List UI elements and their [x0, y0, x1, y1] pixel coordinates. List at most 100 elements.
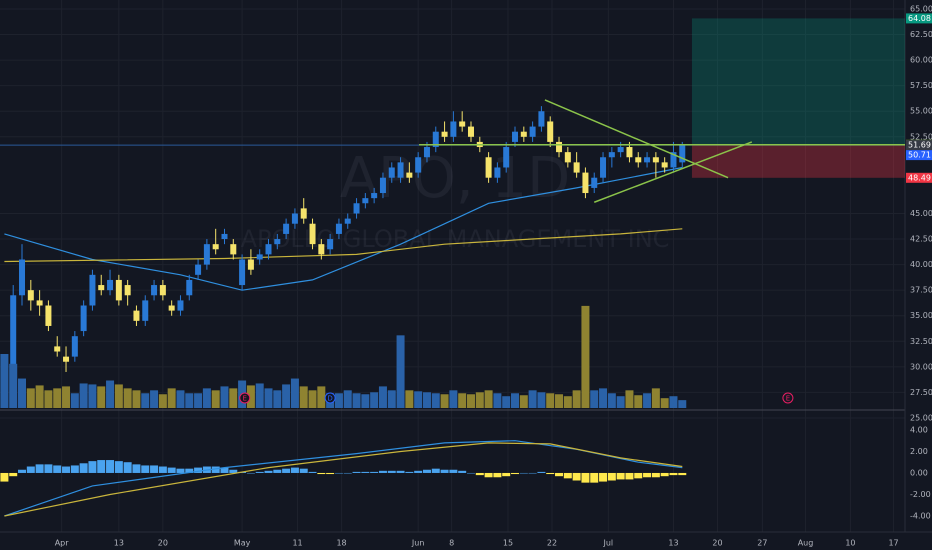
histogram-bar [35, 464, 44, 473]
volume-bar [660, 398, 669, 408]
candle-body [186, 279, 193, 296]
histogram-bar [449, 469, 458, 473]
candle-body [283, 223, 290, 234]
volume-bar [220, 386, 229, 408]
candle-body [529, 126, 536, 137]
candle-body [177, 300, 184, 311]
volume-bar [625, 390, 634, 408]
candle-body [582, 172, 589, 194]
candle-body [195, 264, 202, 275]
histogram-bar [97, 460, 106, 473]
volume-bar [607, 393, 616, 408]
histogram-bar [405, 471, 414, 473]
volume-bar [106, 380, 115, 408]
candle-body [494, 167, 501, 178]
volume-bar [35, 385, 44, 408]
histogram-bar [53, 465, 62, 473]
event-marker [324, 392, 336, 404]
candle-body [256, 254, 263, 260]
volume-bar [651, 388, 660, 408]
volume-bar [493, 393, 502, 408]
volume-bar [352, 393, 361, 408]
candle-body [538, 111, 545, 127]
volume-bar [70, 393, 79, 408]
y-tick-label: 35.00 [910, 311, 932, 320]
histogram-bar [669, 472, 678, 476]
histogram-bar [660, 472, 669, 477]
y-tick-label: 60.00 [910, 56, 932, 65]
candle-body [344, 218, 351, 224]
volume-bar [317, 386, 326, 408]
candle-body [36, 300, 43, 306]
volume-bar [176, 390, 185, 408]
x-tick-label: 13 [668, 539, 678, 548]
candle-body [556, 141, 563, 153]
candle-body [265, 244, 272, 255]
histogram-bar [616, 472, 625, 480]
volume-bar [18, 378, 27, 408]
histogram-bar [414, 470, 423, 473]
histogram-bar [167, 467, 176, 473]
candle-body [423, 147, 430, 158]
histogram-bar [387, 470, 396, 473]
histogram-bar [326, 472, 335, 475]
histogram-bar [422, 469, 431, 473]
y-tick-label: 32.50 [910, 337, 932, 346]
histogram-bar [334, 472, 343, 474]
histogram-bar [264, 470, 273, 473]
candle-body [397, 162, 404, 178]
candle-body [547, 121, 554, 142]
histogram-bar [44, 464, 53, 473]
target-zone [691, 18, 905, 145]
volume-bar [466, 394, 475, 408]
y-tick-label: 62.50 [910, 30, 932, 39]
candle-body [670, 152, 677, 168]
histogram-bar [246, 472, 255, 474]
y-tick-label: 27.50 [910, 388, 932, 397]
candle-body [415, 157, 422, 173]
volume-bar [123, 388, 132, 408]
candle-body [230, 244, 237, 255]
candle-body [520, 131, 527, 137]
candle-body [54, 346, 61, 352]
volume-bar [563, 396, 572, 408]
histogram-bar [634, 472, 643, 479]
volume-bar [458, 393, 467, 408]
histogram-bar [211, 466, 220, 473]
volume-bar [502, 396, 511, 408]
x-tick-label: 13 [114, 539, 124, 548]
volume-bar [449, 390, 458, 408]
histogram-bar [9, 472, 18, 477]
indicator-line [4, 166, 683, 291]
candle-body [327, 239, 334, 250]
price-badge-label: 48.49 [908, 173, 931, 182]
histogram-bar [176, 468, 185, 473]
volume-bar [167, 388, 176, 408]
volume-bar [475, 392, 484, 408]
histogram-bar [79, 463, 88, 473]
watermark-name: APOLLO GLOBAL MANAGEMENT INC [241, 225, 670, 253]
candle-body [485, 157, 492, 178]
event-label: E [786, 395, 790, 403]
histogram-bar [440, 469, 449, 473]
y-tick-label: 40.00 [910, 260, 932, 269]
candle-body [467, 126, 474, 137]
candle-body [115, 279, 122, 301]
volume-bar [511, 393, 520, 408]
stop-zone [691, 144, 905, 178]
candle-body [71, 336, 78, 357]
histogram-bar [141, 465, 150, 473]
histogram-bar [308, 471, 317, 473]
volume-bar [132, 390, 141, 408]
candle-body [45, 305, 52, 326]
candle-body [679, 145, 686, 163]
x-tick-label: Apr [55, 539, 70, 548]
volume-bar [669, 396, 678, 408]
histogram-bar [62, 466, 71, 473]
histogram-bar [106, 460, 115, 473]
candle-body [353, 203, 360, 214]
candle-body [89, 274, 96, 306]
candle-body [247, 259, 254, 270]
histogram-bar [458, 470, 467, 473]
volume-bar [88, 384, 97, 408]
